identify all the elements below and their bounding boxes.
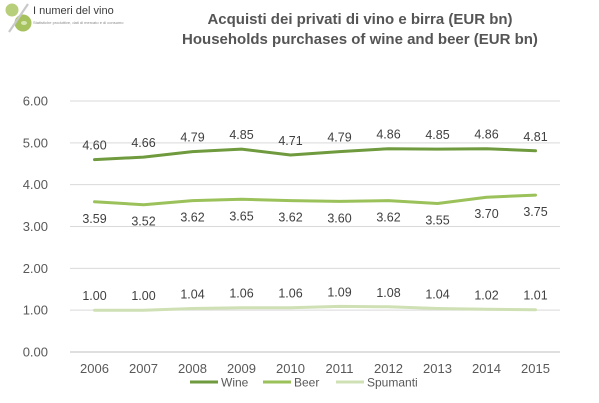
series-line-beer [93, 193, 537, 207]
data-label-spumanti: 1.00 [82, 289, 106, 303]
data-label-beer: 3.59 [82, 212, 106, 226]
data-label-spumanti: 1.04 [180, 287, 204, 301]
data-label-beer: 3.52 [131, 215, 155, 229]
x-axis-tick-labels: 2006 2007 2008 2009 2010 2011 2012 2013 2014 2015 [80, 361, 550, 376]
data-label-wine: 4.71 [278, 134, 302, 148]
brand-tagline: Statistiche produttive, dati di mercato … [33, 20, 124, 25]
data-label-beer: 3.70 [474, 207, 498, 221]
y-axis-tick-labels: 0.00 1.00 2.00 3.00 4.00 5.00 6.00 [23, 94, 48, 360]
y-tick-label: 5.00 [23, 135, 48, 150]
legend-label-beer: Beer [294, 376, 319, 390]
data-label-wine: 4.81 [523, 130, 547, 144]
data-label-wine: 4.85 [425, 128, 449, 142]
x-tick-label: 2010 [276, 361, 305, 376]
brand-name: I numeri del vino [33, 5, 114, 17]
x-tick-label: 2008 [178, 361, 207, 376]
chart-subtitle: Households purchases of wine and beer (E… [182, 31, 538, 48]
y-tick-label: 3.00 [23, 219, 48, 234]
series-line-spumanti [93, 304, 537, 312]
legend-label-spumanti: Spumanti [367, 376, 418, 390]
data-label-spumanti: 1.06 [229, 287, 253, 301]
x-tick-label: 2006 [80, 361, 109, 376]
x-tick-label: 2009 [227, 361, 256, 376]
wine-glass-logo-icon [5, 3, 32, 33]
data-label-beer: 3.65 [229, 209, 253, 223]
data-label-beer: 3.55 [425, 213, 449, 227]
data-label-spumanti: 1.01 [523, 289, 547, 303]
data-label-wine: 4.86 [376, 128, 400, 142]
x-tick-label: 2015 [521, 361, 550, 376]
x-tick-label: 2011 [326, 361, 354, 376]
data-label-beer: 3.62 [278, 211, 302, 225]
data-label-beer: 3.62 [180, 211, 204, 225]
data-label-beer: 3.75 [523, 205, 547, 219]
data-label-wine: 4.79 [180, 131, 204, 145]
brand-logo: I numeri del vino Statistiche produttive… [0, 0, 160, 40]
x-tick-label: 2014 [472, 361, 501, 376]
legend: Wine Beer Spumanti [190, 376, 418, 390]
data-label-wine: 4.85 [229, 128, 253, 142]
x-tick-label: 2013 [423, 361, 452, 376]
data-label-spumanti: 1.00 [131, 289, 155, 303]
series-lines [93, 147, 537, 312]
data-label-beer: 3.62 [376, 211, 400, 225]
data-label-spumanti: 1.08 [376, 286, 400, 300]
series-line-wine [93, 147, 537, 162]
chart-title: Acquisti dei privati di vino e birra (EU… [207, 11, 513, 28]
data-label-spumanti: 1.02 [474, 288, 498, 302]
data-label-wine: 4.86 [474, 128, 498, 142]
data-label-spumanti: 1.09 [327, 285, 351, 299]
data-label-wine: 4.66 [131, 136, 155, 150]
data-label-wine: 4.79 [327, 131, 351, 145]
y-tick-label: 1.00 [23, 303, 48, 318]
y-tick-label: 2.00 [23, 261, 48, 276]
data-label-beer: 3.60 [327, 211, 351, 225]
x-tick-label: 2012 [374, 361, 403, 376]
data-labels: 4.60 4.66 4.79 4.85 4.71 4.79 4.86 4.85 4.86 4.81… [82, 128, 547, 303]
x-tick-label: 2007 [129, 361, 158, 376]
data-label-spumanti: 1.04 [425, 287, 449, 301]
data-label-wine: 4.60 [82, 139, 106, 153]
y-tick-label: 6.00 [23, 94, 48, 109]
y-tick-label: 0.00 [23, 345, 48, 360]
data-label-spumanti: 1.06 [278, 287, 302, 301]
y-tick-label: 4.00 [23, 177, 48, 192]
legend-label-wine: Wine [221, 376, 249, 390]
